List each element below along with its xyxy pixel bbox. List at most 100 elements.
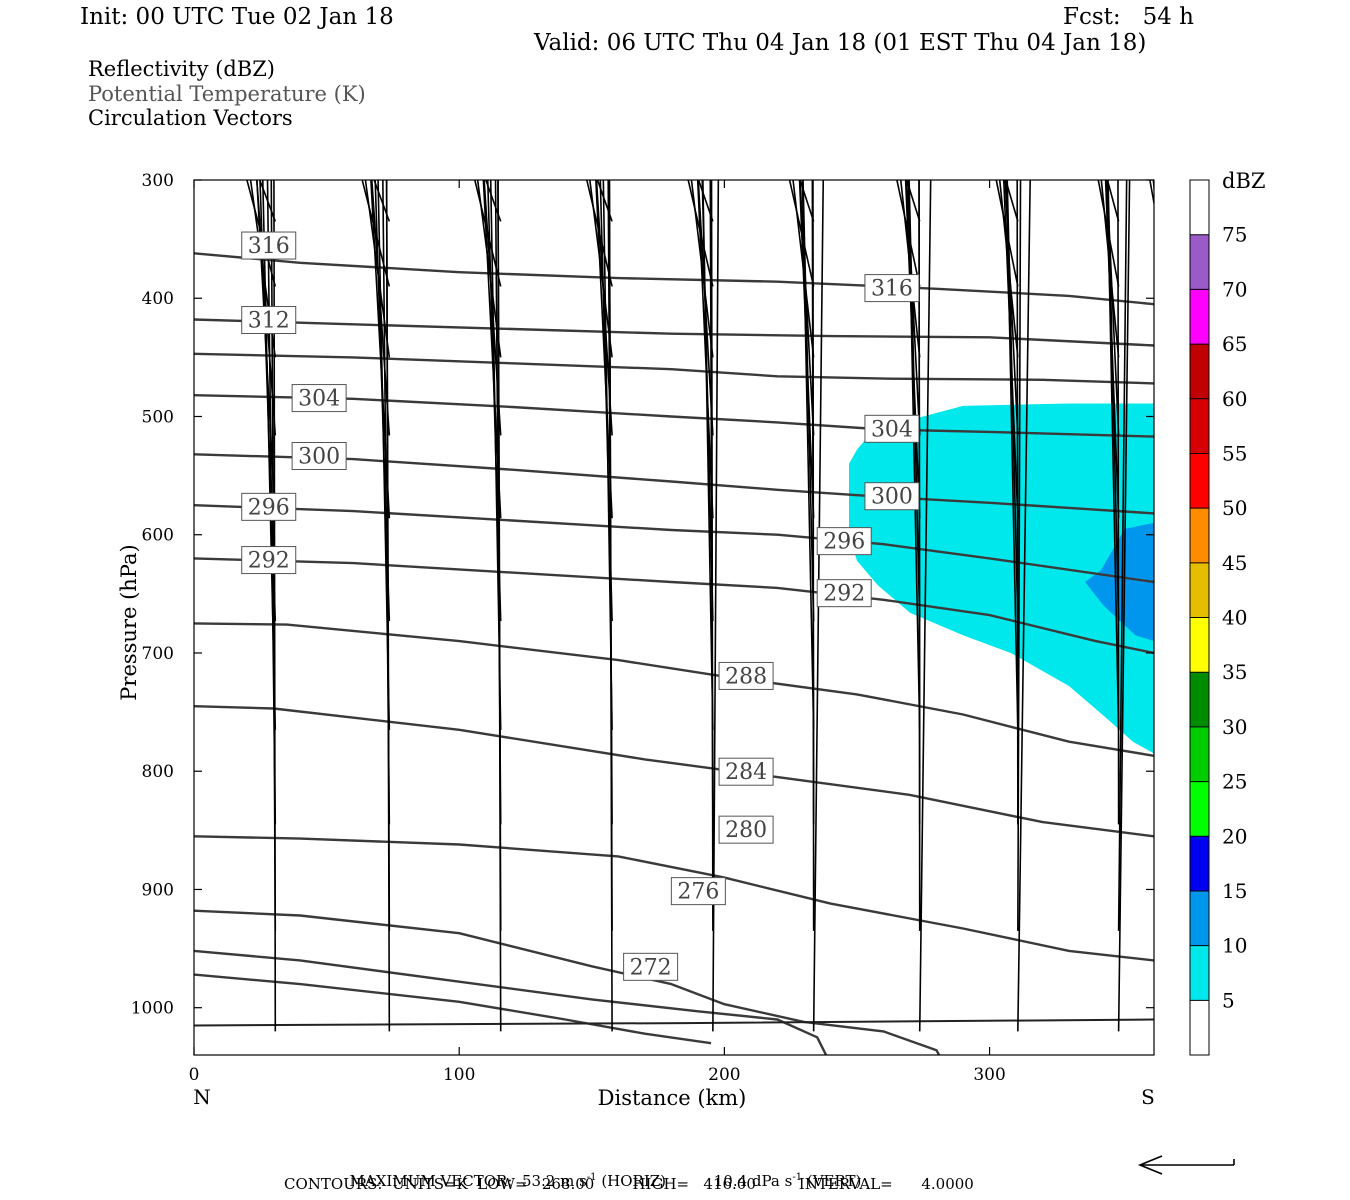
vector-shaft	[802, 180, 815, 622]
reflectivity-area-5dbz	[849, 403, 1154, 754]
x-tick-label: 0	[189, 1065, 200, 1085]
circulation-vector	[1169, 0, 1181, 931]
theta-contour-316	[194, 252, 1154, 306]
y-axis-title: Pressure (hPa)	[117, 544, 141, 700]
vector-shaft	[812, 180, 825, 1032]
contour-label-box-296	[241, 492, 297, 521]
vector-shaft	[799, 180, 815, 222]
vector-shaft	[1117, 180, 1120, 825]
vector-shaft	[258, 180, 277, 222]
vector-shaft	[1169, 0, 1181, 931]
circulation-vector	[702, 180, 714, 730]
contour-label-304: 304	[871, 417, 913, 442]
y-tick-label: 800	[142, 762, 174, 782]
theta-contour-308	[194, 352, 1154, 385]
vector-shaft	[1117, 180, 1131, 1032]
circulation-vector	[918, 180, 932, 1032]
circulation-vector	[1117, 180, 1131, 1032]
circulation-vector	[712, 180, 720, 1032]
axes: 300 400 500 600 700 800 900 1000 0 100 200 300 N S Dis…	[117, 171, 1155, 1110]
colorbar-segment	[1190, 508, 1209, 563]
colorbar-label: 70	[1222, 277, 1247, 301]
vector-shaft	[1106, 180, 1120, 730]
vector-shaft	[812, 180, 815, 931]
reference-vector	[1137, 1155, 1235, 1175]
reference-vector-head	[1137, 1155, 1163, 1175]
reflectivity-area-10dbz	[1085, 522, 1154, 642]
circulation-vector	[710, 180, 714, 931]
circulation-vector	[595, 180, 613, 436]
contour-label-box-288	[718, 661, 774, 690]
circulation-vector	[908, 180, 921, 622]
circulation-vector	[690, 180, 714, 358]
x-tick-label: 300	[973, 1065, 1005, 1085]
colorbar-segment	[1190, 781, 1209, 837]
contour-label-300: 300	[871, 485, 913, 510]
circulation-vector	[792, 180, 815, 358]
circulation-vector	[258, 180, 277, 222]
circulation-vector	[697, 180, 714, 222]
vector-shaft	[596, 180, 613, 222]
colorbar-label: 50	[1222, 496, 1247, 520]
circulation-vector	[373, 180, 391, 222]
x-tick-label: 200	[708, 1065, 740, 1085]
contour-label-box-300	[864, 482, 920, 511]
contour-label-box-316	[864, 274, 920, 303]
y-tick-label: 500	[142, 407, 174, 427]
circulation-vector	[899, 180, 921, 358]
x-tick-label: 100	[443, 1065, 475, 1085]
max-vector-horiz: 53.2 m s	[521, 1172, 587, 1190]
colorbar-label: 5	[1222, 988, 1235, 1012]
max-vector-label: MAXIMUM VECTOR:	[349, 1172, 513, 1190]
circulation-vector	[798, 180, 815, 519]
circulation-vector	[1154, 0, 1169, 621]
colorbar-segment	[1190, 945, 1209, 1001]
contour-label-box-300	[291, 442, 347, 471]
contour-label-312: 312	[248, 309, 290, 334]
circulation-vector	[1117, 180, 1120, 825]
circulation-vector	[1106, 180, 1120, 730]
circulation-vector	[483, 180, 502, 436]
vector-shaft	[918, 180, 932, 1032]
colorbar: 5 10 15 20 25 30 35 40 45 50 55 60 65 70 75 dBZ	[1189, 169, 1265, 1056]
vector-shaft	[690, 180, 714, 358]
contour-label-272: 272	[630, 955, 672, 980]
vector-shaft	[373, 180, 391, 222]
circulation-vector	[1006, 180, 1019, 622]
colorbar-segment	[1190, 726, 1209, 782]
contour-label-276: 276	[677, 880, 719, 905]
contour-label-316: 316	[871, 277, 913, 302]
vector-shaft	[798, 180, 815, 519]
contour-label-box-304	[864, 414, 920, 443]
circulation-vector	[385, 180, 391, 1032]
circulation-vector	[907, 180, 921, 730]
vector-shaft	[1113, 0, 1169, 221]
circulation-vector	[1117, 180, 1128, 931]
circulation-vector	[687, 180, 714, 287]
contour-label-box-272	[623, 952, 679, 981]
circulation-vector	[1168, 0, 1169, 824]
colorbar-label: 60	[1222, 387, 1247, 411]
vector-shaft	[687, 180, 714, 287]
theta-contour-312	[194, 318, 1154, 347]
vector-shaft	[608, 180, 613, 1032]
vector-shaft	[1117, 180, 1128, 931]
circulation-vector	[249, 180, 277, 358]
circulation-vector	[1169, 0, 1182, 1031]
max-vector-horiz-exp: -1	[586, 1172, 597, 1183]
contour-labels: 3163163123043043003002962962922922882842…	[241, 231, 920, 981]
vector-shaft	[1006, 180, 1019, 622]
x-end-label-right: S	[1141, 1085, 1155, 1109]
circulation-vector	[364, 180, 391, 358]
theta-contour-272	[194, 949, 828, 1055]
vector-shaft	[1169, 0, 1182, 1031]
plot-frame	[193, 179, 1155, 1056]
vector-shaft	[1016, 180, 1019, 825]
vector-shaft	[385, 180, 391, 1032]
vector-shaft	[801, 180, 815, 730]
circulation-vector	[1106, 180, 1120, 222]
contour-label-288: 288	[725, 664, 767, 689]
colorbar-label: 75	[1222, 223, 1247, 247]
contour-label-284: 284	[725, 760, 767, 785]
